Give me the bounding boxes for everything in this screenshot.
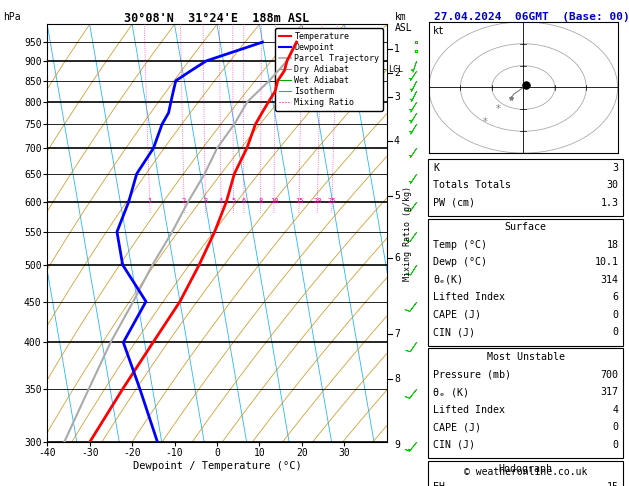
Text: 4: 4: [219, 198, 223, 204]
Text: 0: 0: [612, 310, 618, 320]
Text: 3: 3: [612, 163, 618, 173]
Text: 27.04.2024  06GMT  (Base: 00): 27.04.2024 06GMT (Base: 00): [433, 12, 629, 22]
Text: 10.1: 10.1: [594, 258, 618, 267]
Text: EH: EH: [433, 482, 445, 486]
Text: Lifted Index: Lifted Index: [433, 405, 505, 415]
Text: ASL: ASL: [395, 23, 413, 34]
Text: 3: 3: [203, 198, 208, 204]
Text: 5: 5: [231, 198, 236, 204]
Text: 10: 10: [270, 198, 278, 204]
Text: Mixing Ratio (g/kg): Mixing Ratio (g/kg): [403, 186, 411, 281]
Text: 1.3: 1.3: [600, 198, 618, 208]
Text: hPa: hPa: [3, 12, 21, 22]
Point: [506, 94, 516, 102]
Text: 30: 30: [606, 180, 618, 190]
Text: © weatheronline.co.uk: © weatheronline.co.uk: [464, 467, 587, 477]
Text: Hodograph: Hodograph: [499, 465, 553, 474]
Text: Totals Totals: Totals Totals: [433, 180, 511, 190]
Text: 8: 8: [394, 374, 400, 384]
Text: Lifted Index: Lifted Index: [433, 293, 505, 302]
Text: 6: 6: [612, 293, 618, 302]
Text: Pressure (mb): Pressure (mb): [433, 370, 511, 380]
Text: 6: 6: [242, 198, 246, 204]
Text: θₑ (K): θₑ (K): [433, 387, 469, 397]
Text: *: *: [496, 104, 501, 114]
Text: 2: 2: [394, 68, 400, 78]
Text: Temp (°C): Temp (°C): [433, 240, 487, 250]
Text: CIN (J): CIN (J): [433, 328, 476, 337]
Text: Most Unstable: Most Unstable: [487, 352, 565, 362]
Text: LCL: LCL: [388, 65, 403, 74]
Text: 15: 15: [295, 198, 303, 204]
Text: 4: 4: [612, 405, 618, 415]
Text: *: *: [483, 118, 488, 127]
X-axis label: Dewpoint / Temperature (°C): Dewpoint / Temperature (°C): [133, 461, 301, 470]
Text: 700: 700: [600, 370, 618, 380]
Text: 15: 15: [606, 482, 618, 486]
Text: 0: 0: [612, 328, 618, 337]
Text: 2: 2: [182, 198, 186, 204]
Text: CAPE (J): CAPE (J): [433, 422, 481, 432]
Text: Surface: Surface: [505, 223, 547, 232]
Text: 9: 9: [394, 439, 400, 450]
Text: 30°08'N  31°24'E  188m ASL: 30°08'N 31°24'E 188m ASL: [125, 12, 309, 25]
Text: 6: 6: [394, 253, 400, 263]
Text: 25: 25: [328, 198, 337, 204]
Text: 314: 314: [600, 275, 618, 285]
Text: 317: 317: [600, 387, 618, 397]
Text: 5: 5: [394, 191, 400, 201]
Text: CAPE (J): CAPE (J): [433, 310, 481, 320]
Text: 8: 8: [259, 198, 263, 204]
Text: km: km: [395, 12, 407, 22]
Text: 0: 0: [612, 440, 618, 450]
Text: 0: 0: [612, 422, 618, 432]
Legend: Temperature, Dewpoint, Parcel Trajectory, Dry Adiabat, Wet Adiabat, Isotherm, Mi: Temperature, Dewpoint, Parcel Trajectory…: [275, 29, 382, 111]
Text: 20: 20: [313, 198, 321, 204]
Text: 4: 4: [394, 136, 400, 146]
Text: Dewp (°C): Dewp (°C): [433, 258, 487, 267]
Text: 3: 3: [394, 92, 400, 103]
Text: θₑ(K): θₑ(K): [433, 275, 464, 285]
Text: 1: 1: [148, 198, 152, 204]
Text: PW (cm): PW (cm): [433, 198, 476, 208]
Text: 7: 7: [394, 329, 400, 339]
Text: K: K: [433, 163, 440, 173]
Point: [521, 81, 532, 89]
Text: kt: kt: [433, 26, 445, 36]
Text: CIN (J): CIN (J): [433, 440, 476, 450]
Text: 1: 1: [394, 45, 400, 54]
Text: 18: 18: [606, 240, 618, 250]
